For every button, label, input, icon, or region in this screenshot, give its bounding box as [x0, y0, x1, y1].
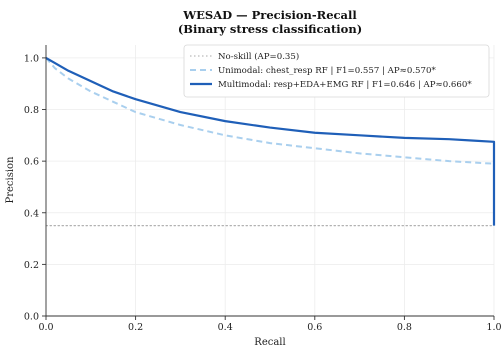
y-tick-label: 1.0 — [24, 53, 39, 64]
axes — [45, 45, 494, 317]
plot-area — [45, 56, 496, 227]
y-tick-label: 0.2 — [24, 260, 39, 271]
legend-label: No-skill (AP=0.35) — [218, 51, 299, 62]
legend: No-skill (AP=0.35) Unimodal: chest_resp R… — [183, 44, 490, 98]
legend-item-no-skill: No-skill (AP=0.35) — [190, 51, 299, 62]
x-tick-label: 0.0 — [38, 322, 53, 333]
y-tick-label: 0.0 — [24, 312, 39, 323]
legend-item-unimodal: Unimodal: chest_resp RF | F1=0.557 | AP≈… — [190, 66, 436, 76]
chart-title: WESAD — Precision-Recall — [182, 8, 357, 22]
y-tick-label: 0.6 — [24, 157, 39, 168]
legend-label: Unimodal: chest_resp RF | F1=0.557 | AP≈… — [218, 66, 436, 76]
x-tick-label: 0.6 — [307, 322, 322, 333]
x-tick-label: 0.8 — [397, 322, 412, 333]
x-tick-label: 1.0 — [486, 322, 501, 333]
chart-subtitle: (Binary stress classification) — [178, 22, 362, 36]
x-tick-label: 0.2 — [128, 322, 143, 333]
legend-item-multimodal: Multimodal: resp+EDA+EMG RF | F1=0.646 |… — [190, 80, 472, 90]
legend-box — [183, 44, 490, 98]
ticks: 0.0 0.2 0.4 0.6 0.8 1.0 0.0 0.2 0.4 0.6 0.8 1.0 — [24, 53, 502, 333]
multimodal-pr-curve — [45, 56, 496, 226]
y-axis-label: Precision — [5, 156, 16, 204]
legend-label: Multimodal: resp+EDA+EMG RF | F1=0.646 |… — [218, 80, 472, 90]
y-tick-label: 0.4 — [24, 208, 39, 219]
x-axis-label: Recall — [254, 337, 285, 347]
x-tick-label: 0.4 — [218, 322, 233, 333]
y-tick-label: 0.8 — [24, 105, 39, 116]
